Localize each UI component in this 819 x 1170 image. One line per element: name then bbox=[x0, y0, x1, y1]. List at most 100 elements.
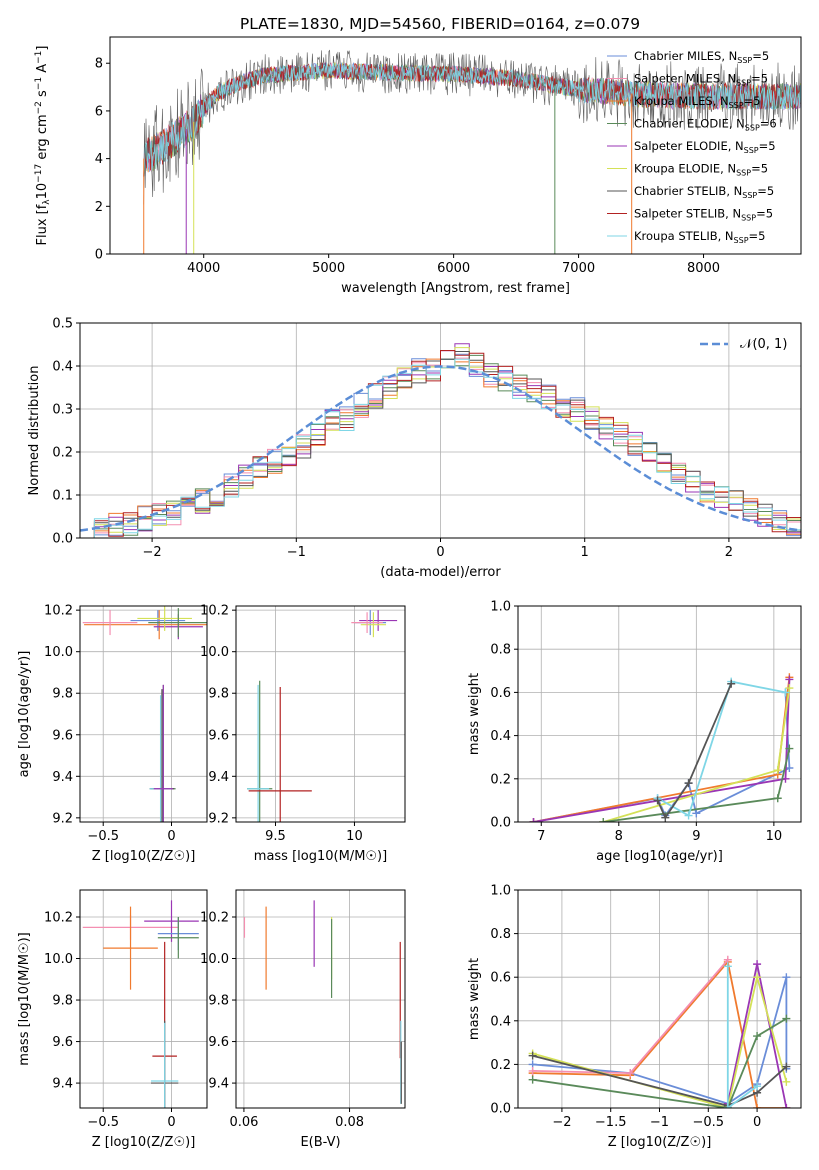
mass-weight-marker bbox=[753, 1104, 762, 1108]
x-tick-label: 0 bbox=[167, 829, 175, 844]
x-tick-label: 2 bbox=[725, 545, 733, 560]
y-tick-label: 0.4 bbox=[490, 729, 511, 744]
mass-weight-line bbox=[532, 976, 788, 1105]
legend-entry: Kroupa MILES, NSSP=5 bbox=[634, 94, 760, 110]
y-tick-label: 0.0 bbox=[490, 1102, 511, 1117]
y-axis-label: mass weight bbox=[467, 673, 482, 755]
x-tick-label: 0 bbox=[436, 545, 444, 560]
x-tick-label: 9 bbox=[692, 829, 700, 844]
mass-weight-marker bbox=[529, 818, 538, 822]
y-axis-label: Normed distribution bbox=[27, 366, 42, 496]
figure-title: PLATE=1830, MJD=54560, FIBERID=0164, z=0… bbox=[240, 15, 640, 33]
mass_weight_vs_age-marks bbox=[529, 673, 794, 822]
y-tick-label: 10.2 bbox=[44, 604, 73, 619]
mass-weight-marker bbox=[773, 794, 782, 803]
y-axis-label: age [log10(age/yr)] bbox=[17, 651, 32, 778]
age_vs_Z-marks bbox=[82, 606, 207, 822]
x-axis-label: age [log10(age/yr)] bbox=[596, 849, 723, 864]
x-tick-label: −0.5 bbox=[87, 829, 119, 844]
age_vs_Z-panel: −0.5 0 9.2 9.4 9.6 9.8 10.0 10.2 Z [log10(Z/Z☉)]… bbox=[17, 604, 208, 864]
x-tick-label: 8000 bbox=[687, 261, 720, 276]
x-tick-label: 4000 bbox=[187, 261, 220, 276]
y-tick-label: 1.0 bbox=[490, 884, 511, 899]
mass_weight_vs_Z-panel: −2 −1.5 −1 −0.5 0 0.0 0.2 0.4 0.6 0.8 1.0 Z [log10(… bbox=[467, 884, 802, 1150]
legend-entry: Salpeter STELIB, NSSP=5 bbox=[634, 207, 773, 223]
y-tick-label: 10.0 bbox=[44, 952, 73, 967]
mass-weight-marker bbox=[782, 1062, 791, 1071]
x-axis-label: mass [log10(M/M☉)] bbox=[254, 849, 387, 864]
spectrum-series-line bbox=[143, 62, 801, 177]
x-tick-label: −1 bbox=[287, 545, 306, 560]
x-axis-label: Z [log10(Z/Z☉)] bbox=[92, 1135, 196, 1150]
mass-weight-marker bbox=[753, 1082, 762, 1091]
legend-entry: Salpeter ELODIE, NSSP=5 bbox=[634, 139, 776, 155]
x-tick-label: 0.08 bbox=[335, 1115, 364, 1130]
y-axis-label: mass weight bbox=[467, 958, 482, 1040]
y-tick-label: 0.8 bbox=[490, 927, 511, 942]
y-tick-label: 9.6 bbox=[52, 728, 73, 743]
age_vs_mass-marks bbox=[247, 610, 398, 822]
mass-weight-marker bbox=[684, 779, 693, 788]
y-tick-label: 10.2 bbox=[200, 910, 229, 925]
x-axis-label: E(B-V) bbox=[300, 1135, 340, 1150]
y-tick-label: 0.3 bbox=[52, 403, 73, 418]
residual_hist-marks bbox=[80, 343, 801, 538]
y-tick-label: 4 bbox=[95, 152, 103, 167]
mass-weight-marker bbox=[782, 1014, 791, 1023]
y-tick-label: 10.0 bbox=[200, 952, 229, 967]
legend-entry: Chabrier STELIB, NSSP=5 bbox=[634, 184, 774, 200]
spectrum-panel: 4000 5000 6000 7000 8000 0 2 4 6 8 wavelength [Ang… bbox=[34, 36, 802, 296]
x-tick-label: 7000 bbox=[562, 261, 595, 276]
mass-weight-line bbox=[532, 1054, 787, 1107]
mass-weight-marker bbox=[753, 960, 762, 969]
x-tick-label: 10 bbox=[766, 829, 783, 844]
mass-weight-marker bbox=[753, 1032, 762, 1041]
y-axis-label: mass [log10(M/M☉)] bbox=[17, 932, 32, 1065]
x-tick-label: −1 bbox=[650, 1115, 669, 1130]
mass_vs_Z-marks bbox=[82, 900, 199, 1108]
axes-frame bbox=[79, 889, 208, 1109]
legend-entry: 𝒩(0, 1) bbox=[740, 337, 787, 352]
y-axis-label: Flux [fλ10−17 erg cm−2 s−1 A−1] bbox=[34, 46, 52, 246]
mass-weight-line bbox=[726, 966, 758, 1108]
x-tick-label: 9.5 bbox=[265, 829, 286, 844]
x-tick-label: 7 bbox=[537, 829, 545, 844]
mass-weight-marker bbox=[599, 818, 608, 822]
x-tick-label: 0.06 bbox=[229, 1115, 258, 1130]
mass-weight-marker bbox=[773, 766, 782, 775]
y-tick-label: 0 bbox=[95, 248, 103, 263]
y-tick-label: 9.6 bbox=[208, 1035, 229, 1050]
mass-weight-marker bbox=[626, 1069, 635, 1078]
y-tick-label: 8 bbox=[95, 57, 103, 72]
mass-weight-marker bbox=[528, 1051, 537, 1060]
mass-weight-marker bbox=[782, 1077, 791, 1086]
y-tick-label: 10.0 bbox=[44, 645, 73, 660]
y-tick-label: 10.2 bbox=[200, 604, 229, 619]
x-tick-label: 1 bbox=[581, 545, 589, 560]
y-tick-label: 10.0 bbox=[200, 645, 229, 660]
mass-weight-marker bbox=[653, 796, 662, 805]
x-tick-label: −2 bbox=[552, 1115, 571, 1130]
mass-weight-marker bbox=[785, 684, 794, 693]
x-axis-label: (data-model)/error bbox=[380, 565, 501, 580]
y-tick-label: 9.6 bbox=[208, 728, 229, 743]
mass-weight-line bbox=[656, 683, 733, 820]
axes-frame bbox=[517, 605, 802, 823]
mass-weight-marker bbox=[785, 744, 794, 753]
y-tick-label: 9.4 bbox=[208, 1077, 229, 1092]
y-tick-label: 9.2 bbox=[208, 811, 229, 826]
legend-entry: Chabrier MILES, NSSP=5 bbox=[634, 49, 769, 65]
legend-entry: Kroupa ELODIE, NSSP=5 bbox=[634, 162, 768, 178]
y-tick-label: 0.5 bbox=[52, 317, 73, 332]
y-tick-label: 0.2 bbox=[490, 1058, 511, 1073]
y-tick-label: 0.0 bbox=[490, 816, 511, 831]
mass_vs_ebv-panel: 0.06 0.08 9.4 9.6 9.8 10.0 10.2 E(B-V) bbox=[200, 889, 406, 1150]
y-tick-label: 0.2 bbox=[52, 446, 73, 461]
legend-entry: Kroupa STELIB, NSSP=5 bbox=[634, 229, 765, 245]
y-tick-label: 9.4 bbox=[208, 770, 229, 785]
y-tick-label: 1.0 bbox=[490, 600, 511, 615]
axes-frame bbox=[235, 605, 406, 823]
y-tick-label: 9.8 bbox=[208, 687, 229, 702]
